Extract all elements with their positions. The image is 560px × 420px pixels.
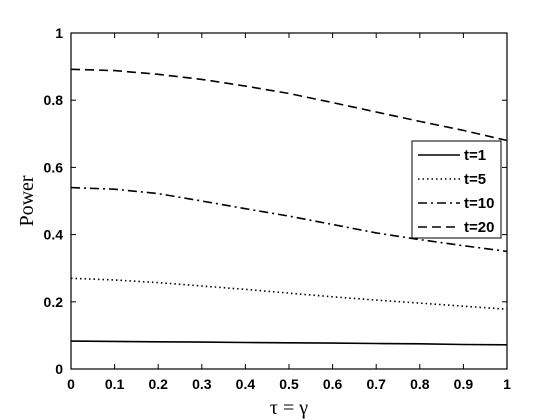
x-tick-label: 0.2	[148, 376, 168, 392]
legend-label: t=10	[464, 195, 494, 212]
x-tick-label: 0.3	[192, 376, 212, 392]
x-tick-label: 0.1	[105, 376, 125, 392]
x-tick-label: 0.9	[454, 376, 474, 392]
y-tick-label: 0.6	[44, 159, 64, 175]
x-tick-label: 0.7	[366, 376, 386, 392]
legend-box	[411, 140, 502, 239]
series-line-t-5	[70, 277, 508, 310]
legend-label: t=5	[464, 171, 486, 188]
series-line-t-10	[70, 186, 508, 253]
y-tick-label: 0.8	[44, 92, 64, 108]
x-tick-label: 1	[503, 376, 511, 392]
series-line-t-20	[70, 68, 508, 142]
y-axis-title: Power	[16, 175, 38, 226]
series-line-t-1	[70, 340, 508, 346]
y-tick-label: 0.4	[44, 227, 64, 243]
x-tick-label: 0.8	[410, 376, 430, 392]
x-axis-title: τ = γ	[270, 397, 308, 419]
x-tick-label: 0.5	[279, 376, 299, 392]
legend-label: t=20	[464, 219, 494, 236]
x-tick-label: 0.4	[236, 376, 256, 392]
legend: t=1 t=5 t=10 t=20	[411, 140, 502, 239]
x-tick-label: 0.6	[323, 376, 343, 392]
legend-label: t=1	[464, 147, 486, 164]
y-tick-label: 1	[55, 25, 63, 41]
x-tick-label: 0	[67, 376, 75, 392]
ticks-layer: 0 0.1 0.2 0.3 0.4 0.5 0.6 0.7 0.8 0.9 1 0 0.2 0.4 0.6 0…	[44, 25, 512, 392]
y-tick-label: 0.2	[44, 294, 64, 310]
series-layer	[70, 68, 508, 346]
y-tick-label: 0	[55, 361, 63, 377]
